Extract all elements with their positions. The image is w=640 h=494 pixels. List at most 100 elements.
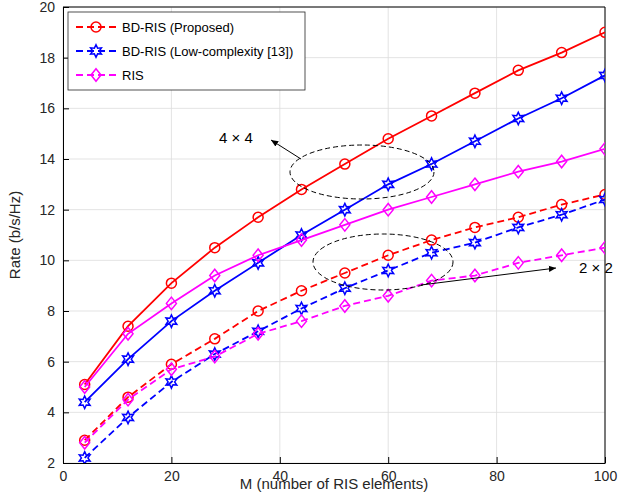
- y-tick-label: 6: [47, 354, 55, 370]
- y-tick: 8: [47, 303, 69, 319]
- series-marker: [339, 203, 350, 216]
- y-tick-label: 14: [39, 151, 55, 167]
- x-tick-label: 0: [60, 468, 68, 484]
- series-marker: [556, 92, 567, 105]
- legend: BD-RIS (Proposed)BD-RIS (Low-complexity …: [68, 12, 305, 90]
- series-marker: [513, 112, 524, 125]
- y-axis-title: Rate (b/s/Hz): [6, 191, 23, 279]
- series-marker: [557, 155, 567, 168]
- plot: 02040608010024681012141618204 × 42 × 2BD…: [39, 0, 617, 484]
- y-tick-mark: [63, 260, 69, 261]
- series-marker: [166, 278, 176, 288]
- x-tick: 100: [594, 457, 618, 484]
- y-tick-label: 4: [47, 404, 55, 420]
- y-tick-label: 18: [39, 50, 55, 66]
- y-tick: 16: [39, 100, 69, 116]
- y-tick-mark: [63, 108, 69, 109]
- x-tick-label: 20: [164, 468, 180, 484]
- series-marker: [383, 178, 394, 191]
- series-marker: [253, 306, 263, 316]
- series-marker: [166, 363, 176, 376]
- series-marker: [383, 134, 393, 144]
- legend-line: [76, 74, 116, 76]
- y-tick-mark: [63, 210, 69, 211]
- grid-line-y: [63, 412, 605, 413]
- legend-box: [68, 12, 305, 90]
- series-marker: [123, 393, 133, 406]
- x-tick-mark: [280, 457, 281, 463]
- series-line: [85, 75, 605, 402]
- series-marker: [470, 236, 481, 249]
- series-line: [85, 194, 605, 440]
- series-marker: [210, 350, 220, 363]
- annotations: 4 × 42 × 2: [219, 129, 613, 290]
- series-marker: [426, 158, 437, 171]
- series-marker: [557, 249, 567, 262]
- series-marker: [253, 212, 263, 222]
- series-marker: [210, 334, 220, 344]
- legend-marker: [91, 22, 101, 32]
- series-marker: [210, 243, 220, 253]
- legend-label: BD-RIS (Low-complexity [13]): [122, 44, 293, 59]
- legend-label: RIS: [122, 68, 144, 83]
- y-tick: 2: [47, 455, 69, 471]
- grid-line-y: [63, 463, 605, 464]
- grid-line-y: [63, 361, 605, 362]
- series-marker: [296, 234, 306, 247]
- series-marker: [513, 257, 523, 270]
- grid-line-x: [388, 7, 389, 463]
- y-tick-mark: [63, 159, 69, 160]
- x-tick: 20: [164, 457, 180, 484]
- legend-marker: [91, 45, 102, 58]
- series-marker: [339, 282, 350, 295]
- annotation-label: 4 × 4: [219, 129, 253, 146]
- series-marker: [209, 284, 220, 297]
- series-marker: [600, 69, 605, 82]
- x-tick-mark: [171, 457, 172, 463]
- y-tick: 14: [39, 151, 69, 167]
- x-axis-title: M (number of RIS elements): [240, 475, 428, 492]
- series-line: [85, 149, 605, 387]
- y-tick: 4: [47, 404, 69, 420]
- series-marker: [470, 269, 480, 282]
- y-tick-mark: [63, 463, 69, 464]
- grid-line-x: [63, 7, 64, 463]
- series-marker: [600, 27, 605, 37]
- y-tick-mark: [63, 311, 69, 312]
- y-axis-line: [63, 8, 64, 464]
- legend-marker: [91, 69, 101, 82]
- y-tick-label: 20: [39, 0, 55, 15]
- annotation-arrow: [421, 268, 556, 285]
- frame-top: [63, 7, 605, 8]
- legend-line: [76, 50, 116, 52]
- series-marker: [166, 315, 177, 328]
- series-marker: [253, 257, 264, 270]
- grid-line-y: [63, 159, 605, 160]
- y-axis: 2468101214161820: [39, 0, 69, 471]
- x-axis-line: [64, 463, 606, 464]
- series-marker: [296, 302, 307, 315]
- series-marker: [383, 264, 394, 277]
- y-tick: 18: [39, 50, 69, 66]
- series-marker: [210, 269, 220, 282]
- series-marker: [79, 396, 90, 409]
- series-marker: [79, 452, 90, 463]
- series-marker: [340, 219, 350, 232]
- series-marker: [80, 436, 90, 449]
- series-marker: [123, 411, 134, 424]
- grid-line-y: [63, 7, 605, 8]
- series-marker: [383, 250, 393, 260]
- grid-line-y: [63, 209, 605, 210]
- y-tick-label: 16: [39, 100, 55, 116]
- plot-background: [63, 7, 605, 463]
- y-tick-label: 2: [47, 455, 55, 471]
- series-marker: [253, 328, 263, 341]
- series-marker: [427, 111, 437, 121]
- series-marker: [470, 88, 480, 98]
- series-marker: [600, 193, 605, 206]
- series-group: [79, 27, 605, 463]
- series-marker: [296, 315, 306, 328]
- annotation-arrow: [271, 140, 301, 159]
- grid-line-y: [63, 108, 605, 109]
- series-marker: [600, 143, 605, 156]
